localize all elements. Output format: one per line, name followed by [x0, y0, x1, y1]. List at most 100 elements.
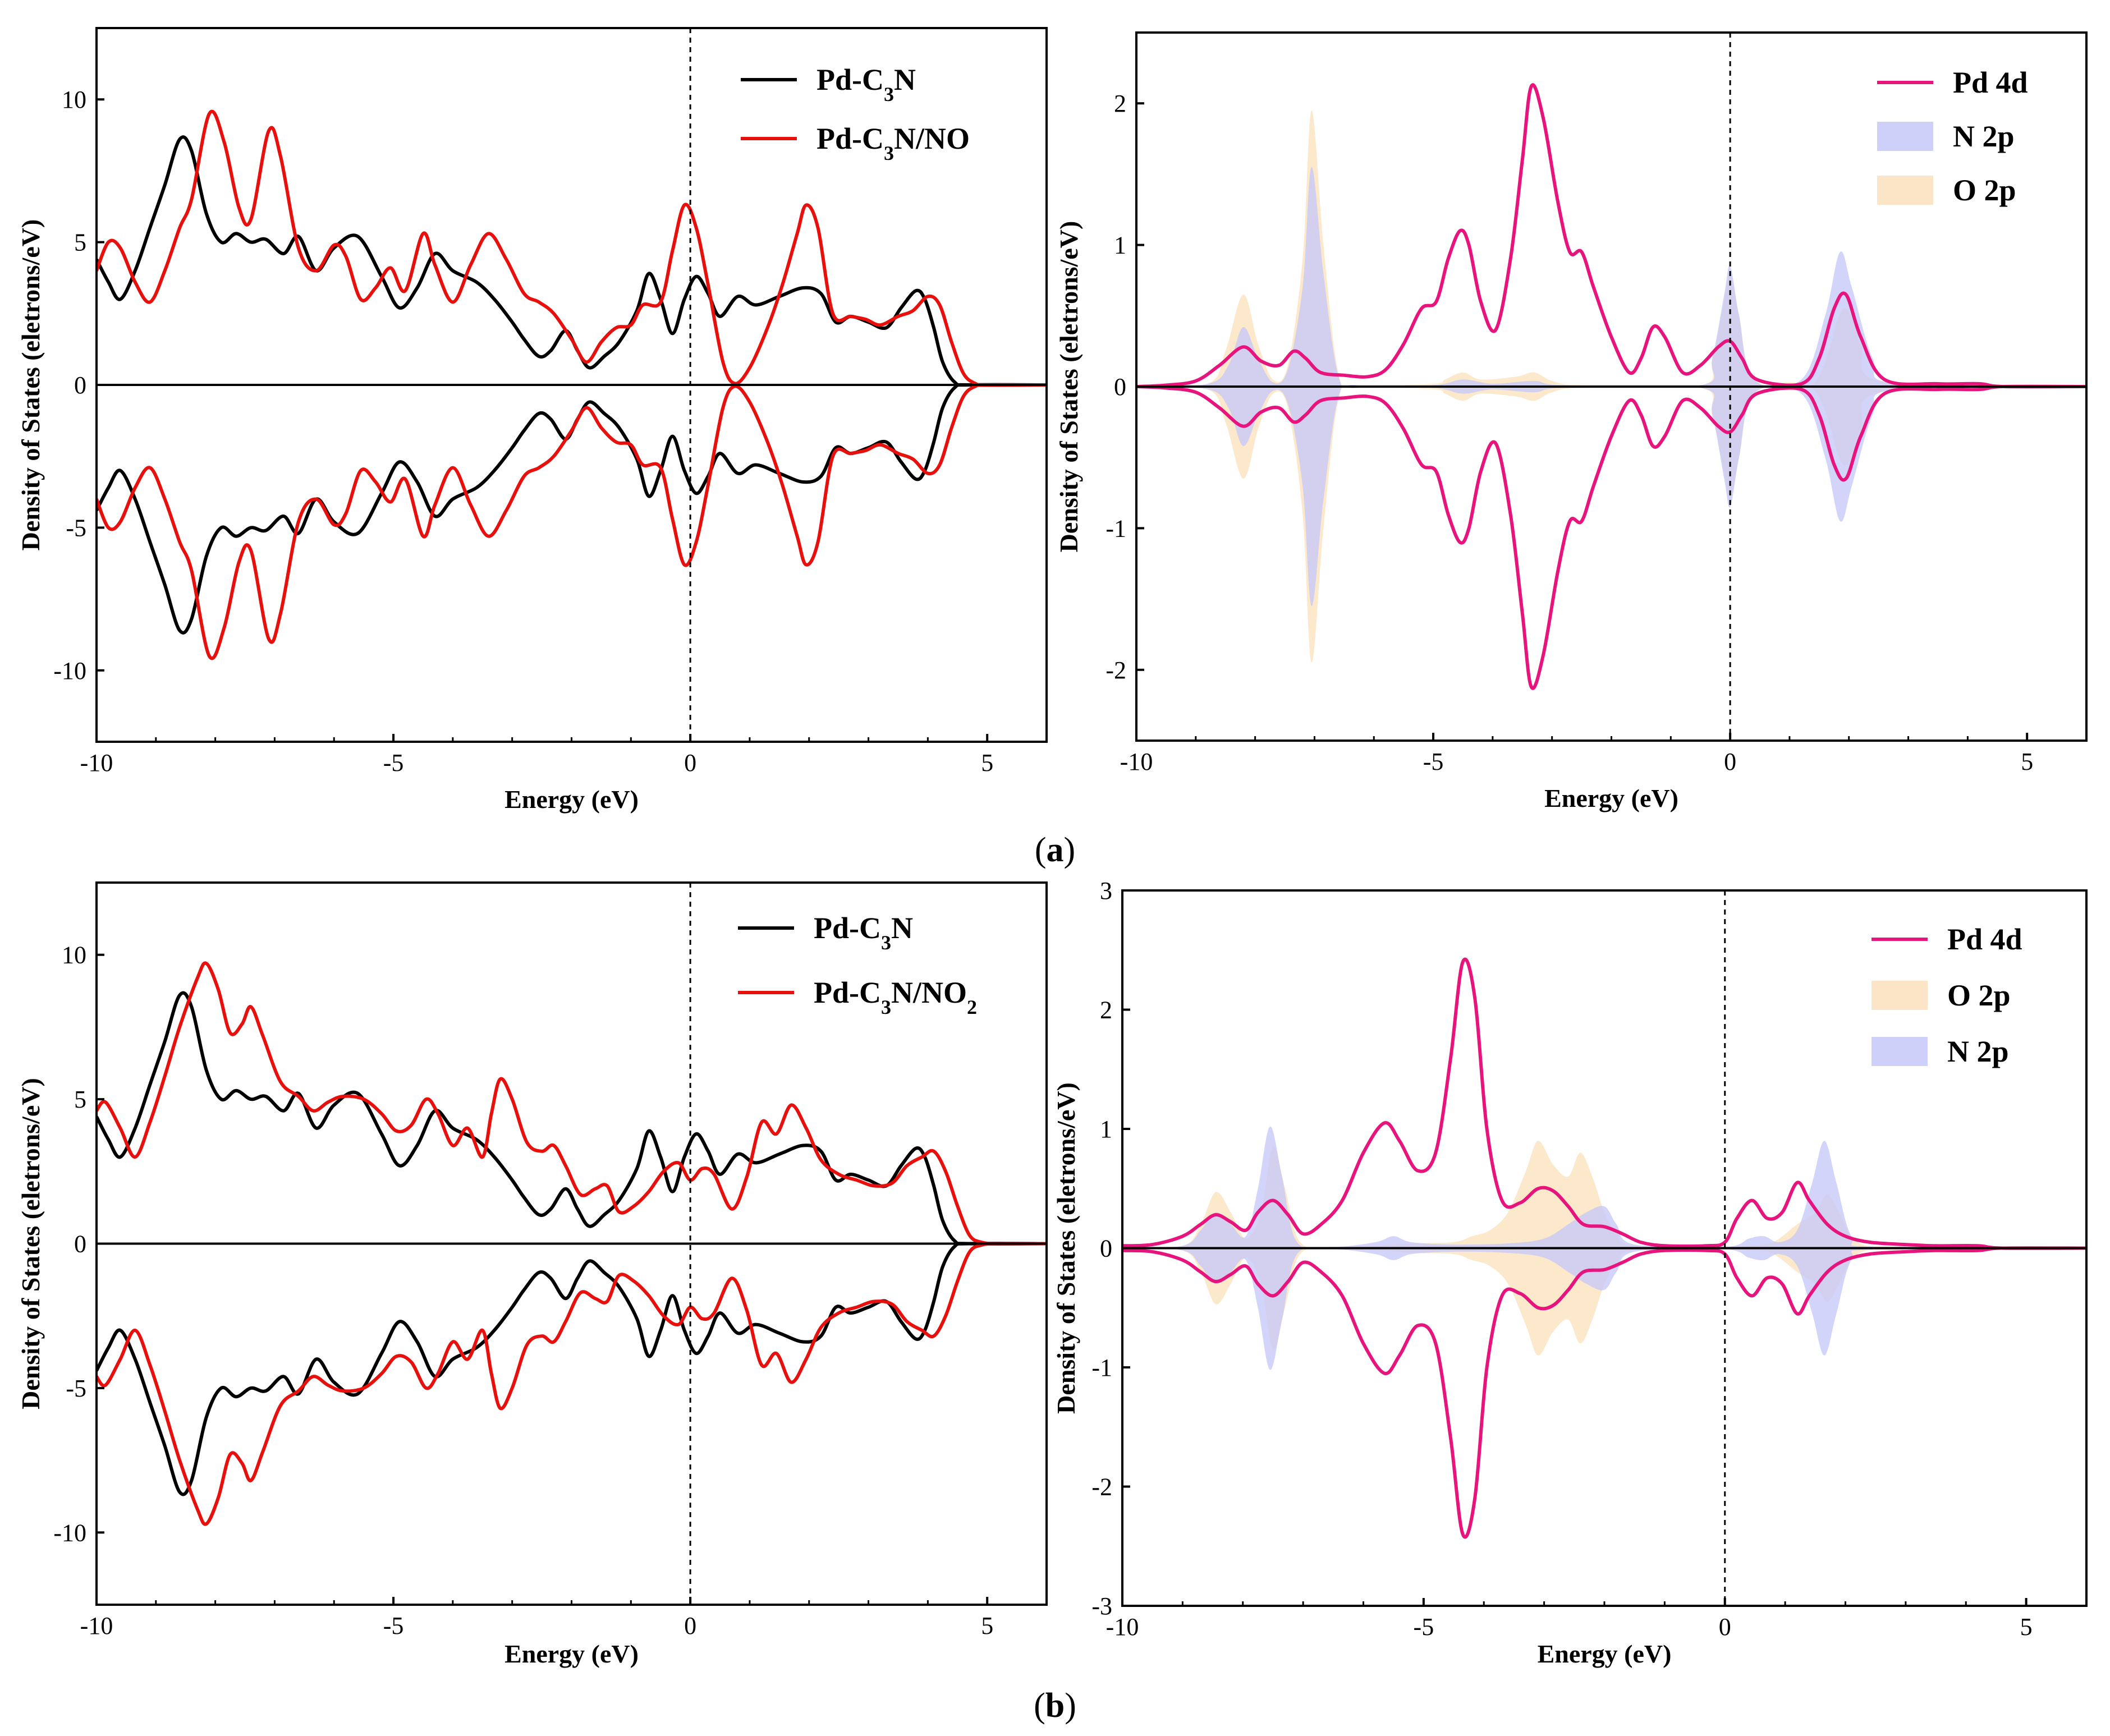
y-tick-label: 0: [1100, 1235, 1112, 1262]
legend-label: O 2p: [1953, 173, 2016, 207]
panel-label-close: ): [1064, 831, 1076, 869]
x-tick-label: -10: [80, 749, 113, 777]
panel-label-open: (: [1034, 1687, 1045, 1725]
x-axis-title: Energy (eV): [504, 1639, 639, 1668]
plot-area: [1122, 957, 2086, 1539]
y-tick-label: 5: [74, 1086, 86, 1113]
x-tick-label: 0: [1724, 748, 1736, 775]
series-line-down-pd-4d: [1136, 384, 2086, 690]
area-spin-down-n-2p: [1122, 1247, 2086, 1370]
plot-area: [97, 109, 1047, 660]
series-line-up-pd-4d: [1136, 83, 2086, 389]
y-tick-label: 1: [1100, 1115, 1112, 1143]
y-tick-label: -10: [53, 657, 86, 685]
panel-label-close: ): [1065, 1687, 1076, 1725]
series-line-down-pd-c3n: [97, 383, 1047, 635]
series-line-down-pd-c3n: [97, 1242, 1047, 1496]
x-tick-label: -10: [1120, 748, 1153, 775]
series-line-down-pd-4d: [1122, 1246, 2086, 1539]
x-axis-title: Energy (eV): [1538, 1639, 1672, 1668]
legend-label: N 2p: [1947, 1035, 2009, 1068]
plot-area: [97, 961, 1047, 1526]
x-tick-label: -10: [1106, 1613, 1139, 1641]
y-axis-title: Density of States (eletrons/eV): [1052, 1082, 1080, 1414]
legend-label: Pd-C3N: [817, 63, 916, 105]
legend-label-base: Pd-C: [814, 911, 881, 945]
legend-label-rest: N/NO: [894, 122, 970, 155]
legend-label-base: Pd-C: [817, 122, 884, 155]
legend-swatch: [1872, 981, 1928, 1010]
x-axis-title: Energy (eV): [504, 785, 639, 814]
legend: Pd 4d O 2p N 2p: [1872, 922, 2022, 1068]
series-line-up-pd-c3n: [97, 991, 1047, 1246]
x-tick-label: 0: [1719, 1613, 1731, 1641]
y-tick-label: -2: [1091, 1473, 1112, 1501]
area-spin-up-n-2p: [1122, 1126, 2086, 1250]
y-tick-label: -3: [1091, 1592, 1112, 1620]
y-axis-title: Density of States (eletrons/eV): [16, 219, 45, 551]
x-tick-label: 5: [2020, 1613, 2033, 1641]
legend-label: Pd-C3N/NO: [817, 122, 970, 164]
y-tick-label: 10: [62, 942, 86, 969]
x-tick-label: 0: [684, 1612, 696, 1639]
panel-label-letter: b: [1045, 1687, 1065, 1725]
legend-label-sub2: 2: [967, 996, 977, 1018]
legend-label-base: Pd-C: [817, 63, 884, 97]
x-tick-label: -5: [1423, 748, 1444, 775]
series-line-up-pd-4d: [1122, 957, 2086, 1250]
y-tick-label: -5: [66, 1375, 86, 1402]
y-tick-label: 10: [62, 86, 86, 113]
y-tick-label: 1: [1114, 232, 1126, 259]
y-tick-label: 2: [1114, 90, 1126, 117]
legend-swatch: [1877, 122, 1933, 151]
y-tick-label: -10: [53, 1519, 86, 1546]
plot-area: [1136, 83, 2086, 690]
y-tick-label: 0: [74, 371, 86, 399]
x-axis-title: Energy (eV): [1544, 784, 1678, 812]
x-tick-label: 5: [2021, 748, 2033, 775]
chart-a-left: -10 -5 0 5 -10 -5 0 5 10 Energy (eV) Density of St…: [16, 27, 1048, 814]
legend-swatch: [1877, 176, 1933, 205]
x-tick-label: -5: [383, 1612, 404, 1639]
legend-label-rest: N/NO: [891, 976, 967, 1009]
y-tick-label: 0: [1114, 373, 1126, 401]
panel-label-a: (a): [1035, 831, 1075, 869]
y-tick-label: 0: [74, 1230, 86, 1258]
y-tick-label: -2: [1106, 656, 1126, 684]
x-tick-label: -10: [80, 1612, 113, 1639]
series-line-up-pd-c3n: [97, 135, 1047, 387]
y-tick-label: 5: [74, 229, 86, 256]
legend-label: O 2p: [1947, 979, 2011, 1012]
series-line-up-pd-c3n-no2: [97, 961, 1047, 1246]
series-line-up-pd-c3n-no: [97, 109, 1047, 387]
area-spin-down-o-2p: [1136, 382, 2086, 663]
legend-swatch: [1872, 1037, 1928, 1066]
legend-label-rest: N: [894, 63, 916, 97]
series-line-down-pd-c3n-no: [97, 383, 1047, 660]
y-tick-label: -1: [1106, 515, 1126, 542]
y-tick-label: 3: [1100, 877, 1112, 904]
area-spin-down-n-2p: [1136, 385, 2086, 607]
panel-label-b: (b): [1034, 1687, 1076, 1725]
area-spin-up-n-2p: [1136, 167, 2086, 388]
legend: Pd 4d N 2p O 2p: [1877, 66, 2028, 207]
panel-label-letter: a: [1047, 831, 1064, 869]
area-spin-up-o-2p: [1136, 110, 2086, 391]
y-tick-label: 2: [1100, 996, 1112, 1024]
legend-label: Pd-C3N: [814, 911, 913, 954]
legend-label-sub: 3: [884, 83, 894, 105]
legend-label: N 2p: [1953, 120, 2015, 153]
y-tick-label: -1: [1091, 1354, 1112, 1381]
y-axis-title: Density of States (eletrons/eV): [1054, 221, 1083, 553]
legend-label-rest: N: [891, 911, 913, 945]
x-tick-label: -5: [1414, 1613, 1434, 1641]
y-axis-title: Density of States (eletrons/eV): [16, 1078, 45, 1409]
legend-label-base: Pd-C: [814, 976, 881, 1009]
legend-label-sub: 3: [881, 996, 891, 1018]
legend-label-sub: 3: [884, 142, 894, 164]
